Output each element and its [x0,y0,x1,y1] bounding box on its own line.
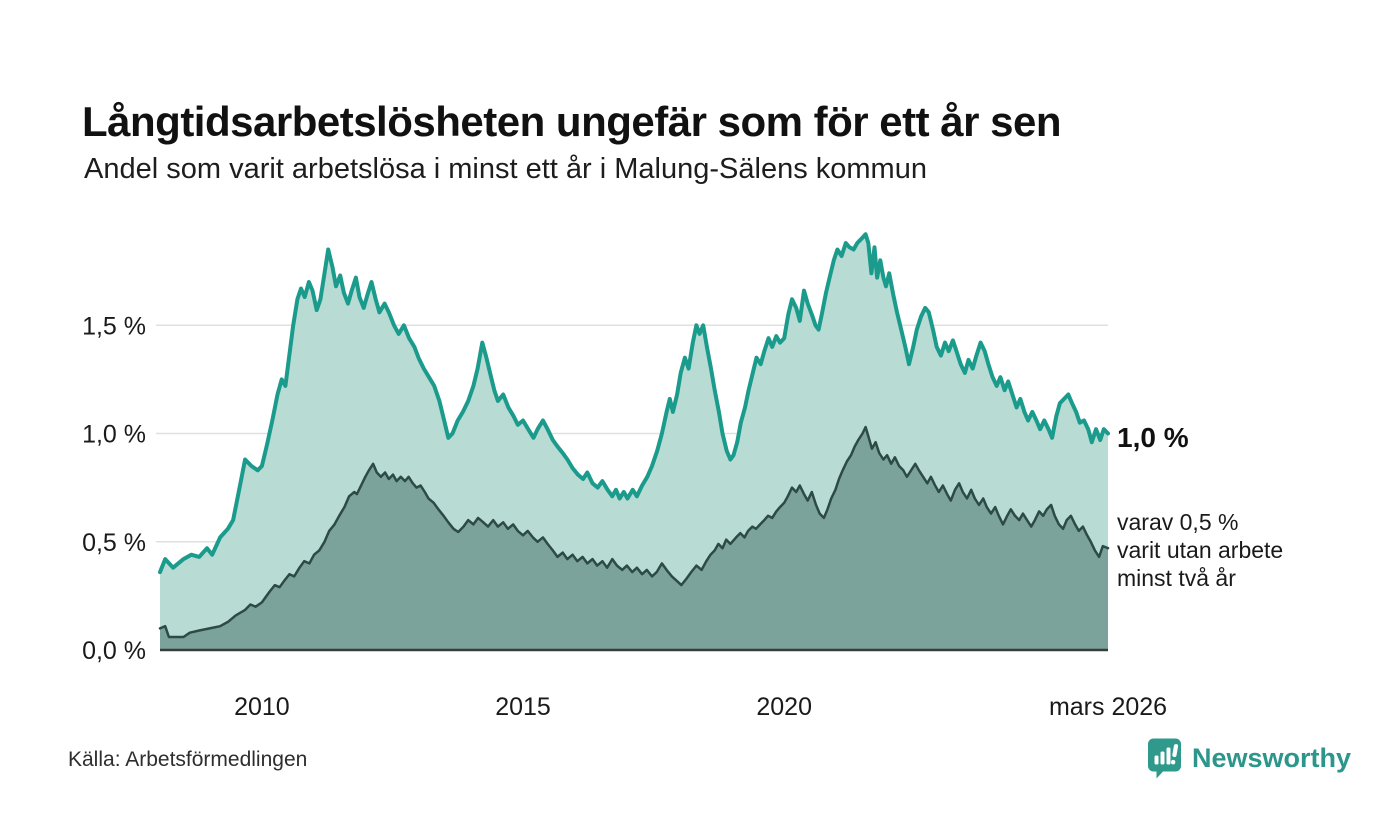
y-tick-label: 0,0 % [82,637,146,665]
series-line-2 [158,425,1110,639]
brand-logo: Newsworthy [1146,737,1351,780]
page-title: Långtidsarbetslösheten ungefär som för e… [82,98,1062,146]
series2-end-label-line3: minst två år [1117,565,1236,591]
series2-end-value-label: varav 0,5 % varit utan arbete minst två … [1117,508,1283,592]
y-tick-label: 1,0 % [82,421,146,449]
series-line-1 [158,232,1110,575]
series2-end-label-line1: varav 0,5 % [1117,509,1239,535]
source-note: Källa: Arbetsförmedlingen [68,748,308,771]
series-area-2 [160,427,1108,650]
x-tick-label: mars 2026 [1049,693,1167,721]
page-subtitle: Andel som varit arbetslösa i minst ett å… [84,153,927,185]
series2-end-label-line2: varit utan arbete [1117,537,1284,563]
x-tick-label: 2010 [234,693,290,721]
y-tick-label: 0,5 % [82,529,146,557]
y-tick-label: 1,5 % [82,312,146,340]
newsworthy-icon [1146,737,1183,780]
x-tick-label: 2015 [495,693,551,721]
brand-name: Newsworthy [1192,743,1352,773]
x-tick-label: 2020 [756,693,812,721]
series1-end-value-label: 1,0 % [1117,422,1189,453]
